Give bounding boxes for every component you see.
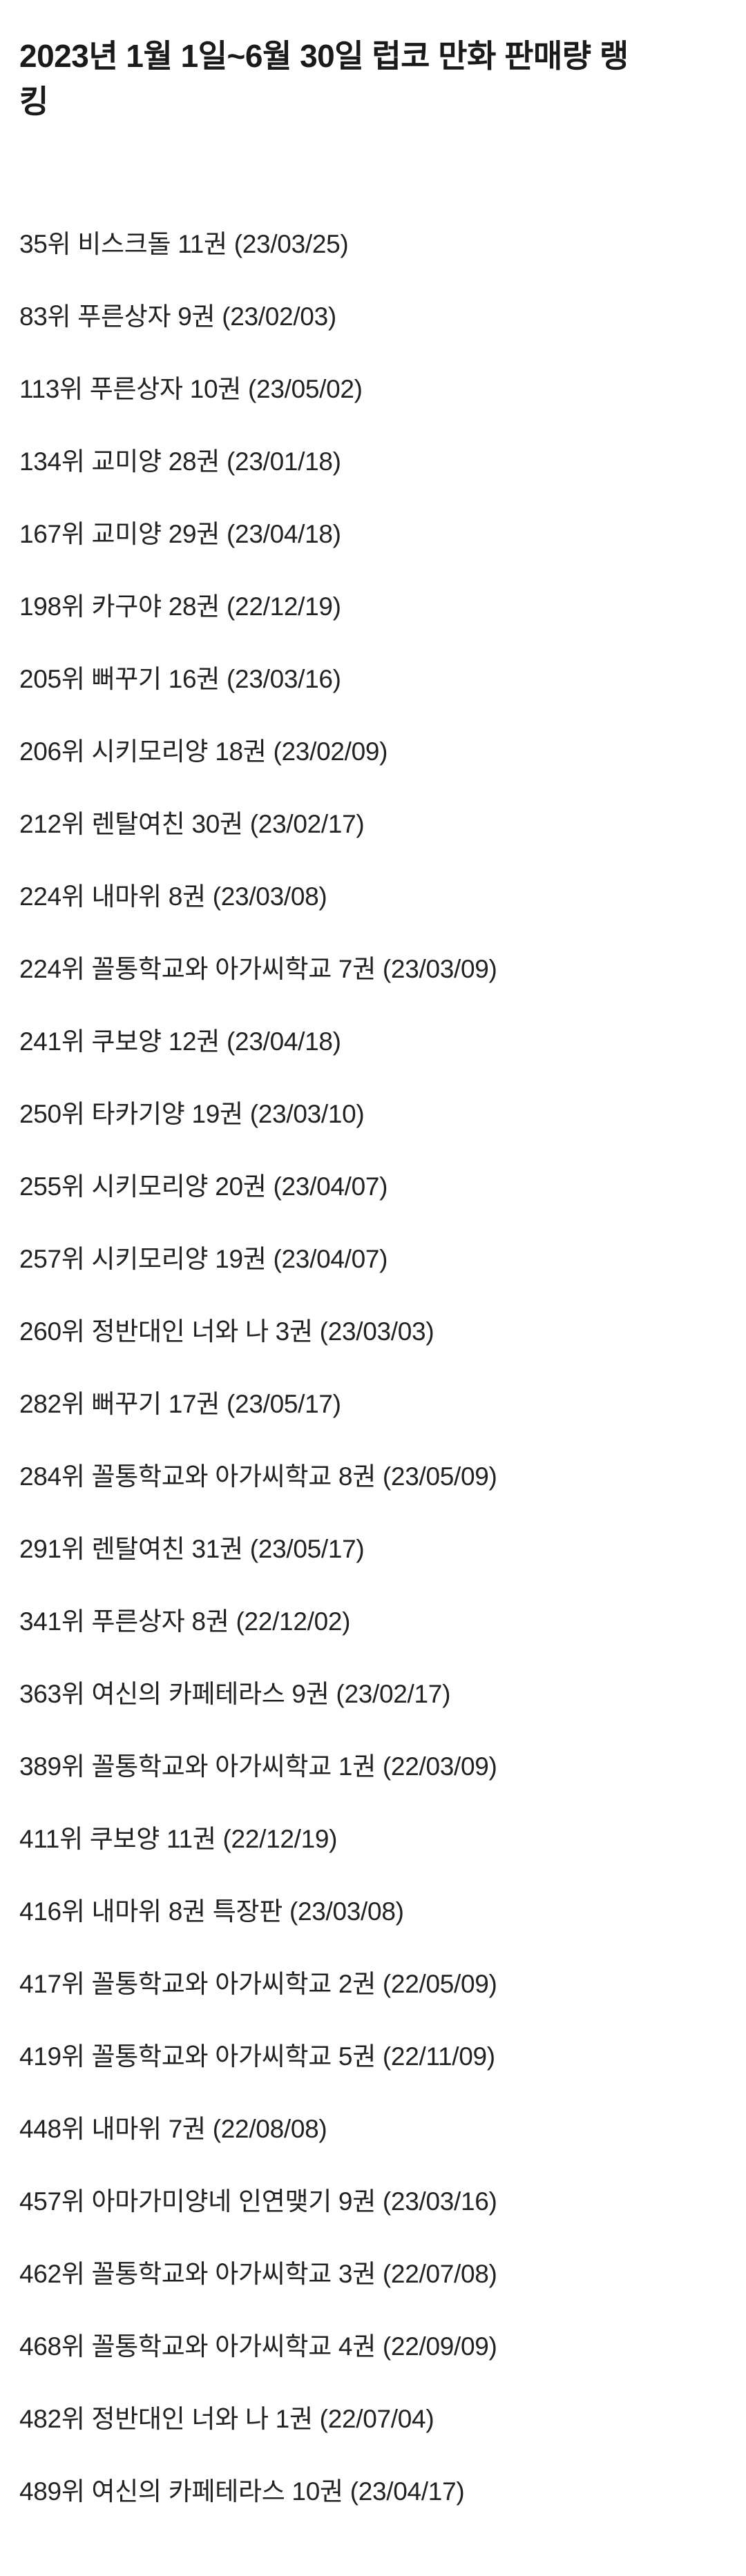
- ranking-entry: 241위 쿠보양 12권 (23/04/18): [19, 1027, 341, 1056]
- ranking-entry: 113위 푸른상자 10권 (23/05/02): [19, 375, 363, 403]
- ranking-entry: 389위 꼴통학교와 아가씨학교 1권 (22/03/09): [19, 1752, 497, 1781]
- ranking-entry: 83위 푸른상자 9권 (23/02/03): [19, 302, 336, 331]
- ranking-entry: 260위 정반대인 너와 나 3권 (23/03/03): [19, 1317, 434, 1346]
- ranking-entry: 411위 쿠보양 11권 (22/12/19): [19, 1825, 338, 1853]
- ranking-entry: 224위 꼴통학교와 아가씨학교 7권 (23/03/09): [19, 955, 497, 983]
- ranking-entry: 35위 비스크돌 11권 (23/03/25): [19, 230, 349, 258]
- ranking-entry: 134위 교미양 28권 (23/01/18): [19, 447, 341, 476]
- post-title-line-1: 2023년 1월 1일~6월 30일 럽코 만화 판매량 랭: [19, 38, 629, 74]
- ranking-entry: 419위 꼴통학교와 아가씨학교 5권 (22/11/09): [19, 2042, 495, 2071]
- ranking-entry: 482위 정반대인 너와 나 1권 (22/07/04): [19, 2405, 434, 2433]
- ranking-entry: 291위 렌탈여친 31권 (23/05/17): [19, 1535, 365, 1563]
- ranking-entry: 198위 카구야 28권 (22/12/19): [19, 592, 341, 621]
- ranking-entry: 341위 푸른상자 8권 (22/12/02): [19, 1607, 351, 1636]
- ranking-entry: 250위 타카기양 19권 (23/03/10): [19, 1100, 365, 1128]
- ranking-entry: 282위 뻐꾸기 17권 (23/05/17): [19, 1390, 341, 1418]
- post-title: 2023년 1월 1일~6월 30일 럽코 만화 판매량 랭 킹: [19, 33, 725, 124]
- ranking-list: 35위 비스크돌 11권 (23/03/25) 83위 푸른상자 9권 (23/…: [19, 228, 725, 2508]
- ranking-entry: 416위 내마위 8권 특장판 (23/03/08): [19, 1897, 404, 1926]
- ranking-entry: 489위 여신의 카페테라스 10권 (23/04/17): [19, 2477, 465, 2506]
- ranking-entry: 284위 꼴통학교와 아가씨학교 8권 (23/05/09): [19, 1462, 497, 1491]
- post-body: 2023년 1월 1일~6월 30일 럽코 만화 판매량 랭 킹 35위 비스크…: [19, 33, 725, 2508]
- ranking-entry: 462위 꼴통학교와 아가씨학교 3권 (22/07/08): [19, 2260, 497, 2288]
- ranking-entry: 448위 내마위 7권 (22/08/08): [19, 2115, 327, 2143]
- ranking-entry: 206위 시키모리양 18권 (23/02/09): [19, 737, 388, 766]
- ranking-entry: 212위 렌탈여친 30권 (23/02/17): [19, 810, 365, 838]
- ranking-entry: 363위 여신의 카페테라스 9권 (23/02/17): [19, 1680, 451, 1708]
- ranking-entry: 205위 뻐꾸기 16권 (23/03/16): [19, 665, 341, 693]
- ranking-entry: 255위 시키모리양 20권 (23/04/07): [19, 1172, 388, 1201]
- ranking-entry: 468위 꼴통학교와 아가씨학교 4권 (22/09/09): [19, 2332, 497, 2361]
- post-title-line-2: 킹: [19, 84, 48, 119]
- ranking-entry: 417위 꼴통학교와 아가씨학교 2권 (22/05/09): [19, 1970, 497, 1998]
- ranking-entry: 167위 교미양 29권 (23/04/18): [19, 520, 341, 548]
- ranking-entry: 224위 내마위 8권 (23/03/08): [19, 882, 327, 911]
- ranking-entry: 257위 시키모리양 19권 (23/04/07): [19, 1245, 388, 1273]
- ranking-entry: 457위 아마가미양네 인연맺기 9권 (23/03/16): [19, 2187, 497, 2216]
